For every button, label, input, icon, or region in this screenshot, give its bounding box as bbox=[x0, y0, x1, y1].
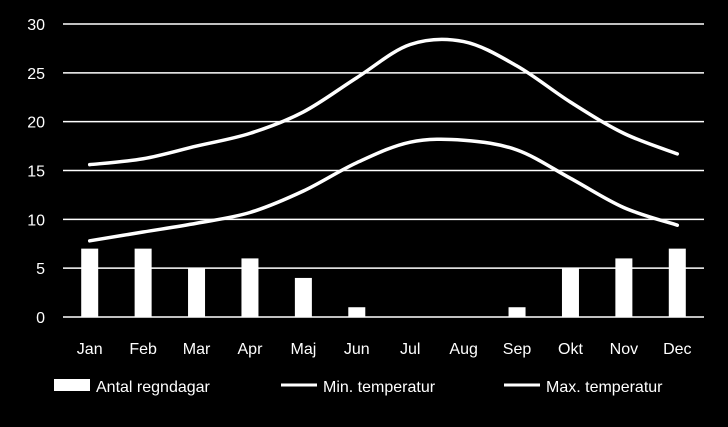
legend-swatch-rain-days bbox=[54, 379, 90, 391]
rain-days-bar bbox=[348, 307, 366, 317]
legend-label-max-temp: Max. temperatur bbox=[546, 379, 663, 396]
temperature-lines bbox=[87, 37, 680, 243]
y-tick-label: 20 bbox=[27, 115, 45, 132]
rain-days-bars bbox=[81, 248, 686, 317]
rain-days-bar bbox=[615, 258, 633, 317]
rain-days-bar bbox=[508, 307, 526, 317]
rain-days-bar bbox=[294, 277, 312, 317]
rain-days-bar bbox=[134, 248, 152, 317]
x-tick-label: Maj bbox=[290, 341, 316, 358]
x-tick-label: Jun bbox=[344, 341, 370, 358]
y-tick-label: 15 bbox=[27, 164, 45, 181]
y-tick-label: 0 bbox=[36, 310, 45, 327]
gridlines bbox=[63, 23, 704, 318]
x-tick-label: Feb bbox=[129, 341, 157, 358]
legend: Antal regndagar Min. temperatur Max. tem… bbox=[54, 379, 663, 396]
x-axis-ticks: Jan Feb Mar Apr Maj Jun Jul Aug Sep Okt Nov Dec bbox=[77, 341, 692, 358]
x-tick-label: Aug bbox=[449, 341, 477, 358]
x-tick-label: Jan bbox=[77, 341, 103, 358]
x-tick-label: Dec bbox=[663, 341, 691, 358]
x-tick-label: Okt bbox=[558, 341, 583, 358]
min-temp-line bbox=[87, 137, 680, 243]
y-tick-label: 25 bbox=[27, 66, 45, 83]
x-tick-label: Jul bbox=[400, 341, 420, 358]
x-tick-label: Mar bbox=[183, 341, 211, 358]
x-tick-label: Sep bbox=[503, 341, 532, 358]
y-tick-label: 10 bbox=[27, 212, 45, 229]
legend-label-rain-days: Antal regndagar bbox=[96, 379, 211, 396]
y-tick-label: 5 bbox=[36, 261, 45, 278]
x-tick-label: Apr bbox=[238, 341, 264, 358]
max-temp-line bbox=[87, 37, 680, 167]
x-tick-label: Nov bbox=[610, 341, 638, 358]
y-axis-ticks: 0 5 10 15 20 25 30 bbox=[27, 17, 45, 327]
rain-days-bar bbox=[668, 248, 686, 317]
rain-days-bar bbox=[561, 268, 579, 317]
rain-days-bar bbox=[81, 248, 99, 317]
y-tick-label: 30 bbox=[27, 17, 45, 34]
legend-label-min-temp: Min. temperatur bbox=[323, 379, 436, 396]
rain-days-bar bbox=[241, 258, 259, 317]
rain-days-bar bbox=[188, 268, 206, 317]
